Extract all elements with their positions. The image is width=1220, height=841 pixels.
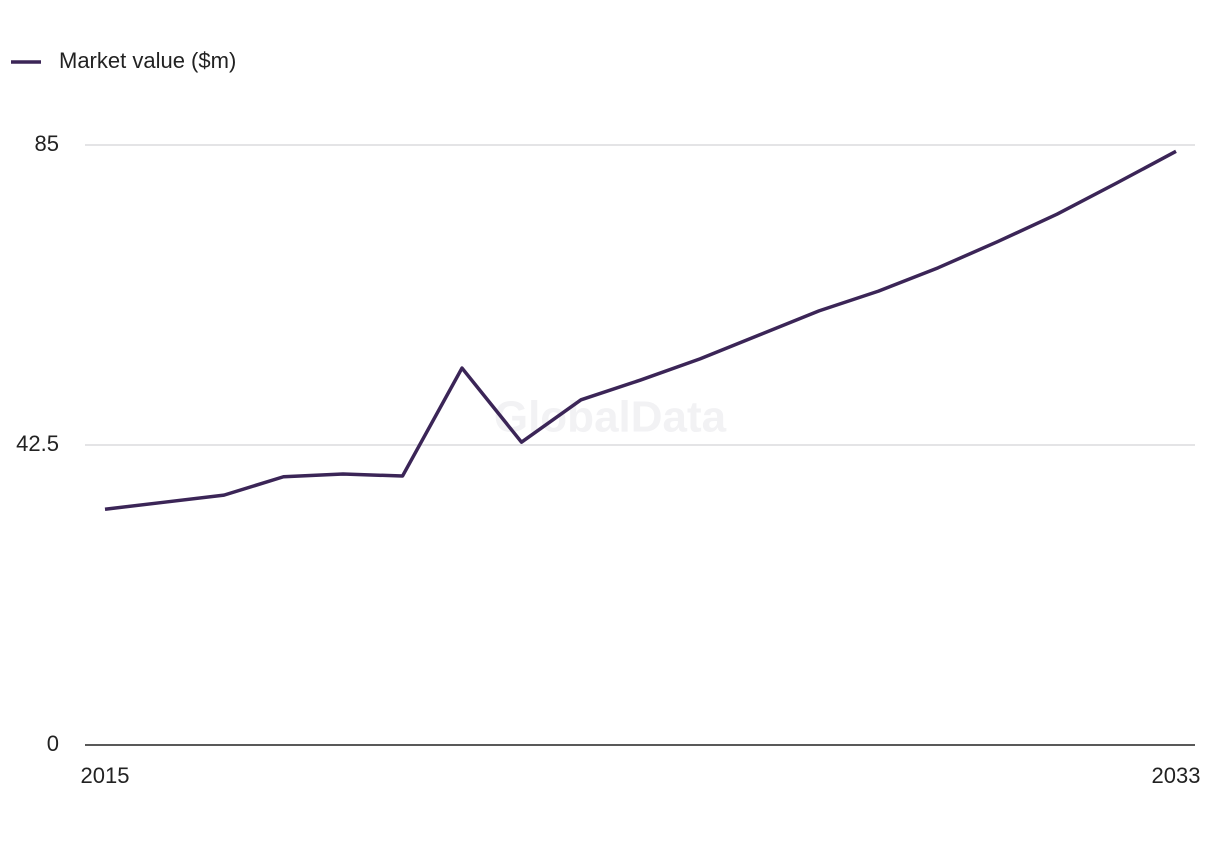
- data-line: [104, 149, 1177, 511]
- y-tick-label: 85: [35, 131, 59, 156]
- x-tick-label: 2015: [81, 763, 130, 788]
- y-tick-label: 0: [47, 731, 59, 756]
- y-tick-label: 42.5: [16, 431, 59, 456]
- x-tick-label: 2033: [1152, 763, 1201, 788]
- legend-label: Market value ($m): [59, 48, 236, 73]
- watermark: GlobalData: [494, 393, 727, 442]
